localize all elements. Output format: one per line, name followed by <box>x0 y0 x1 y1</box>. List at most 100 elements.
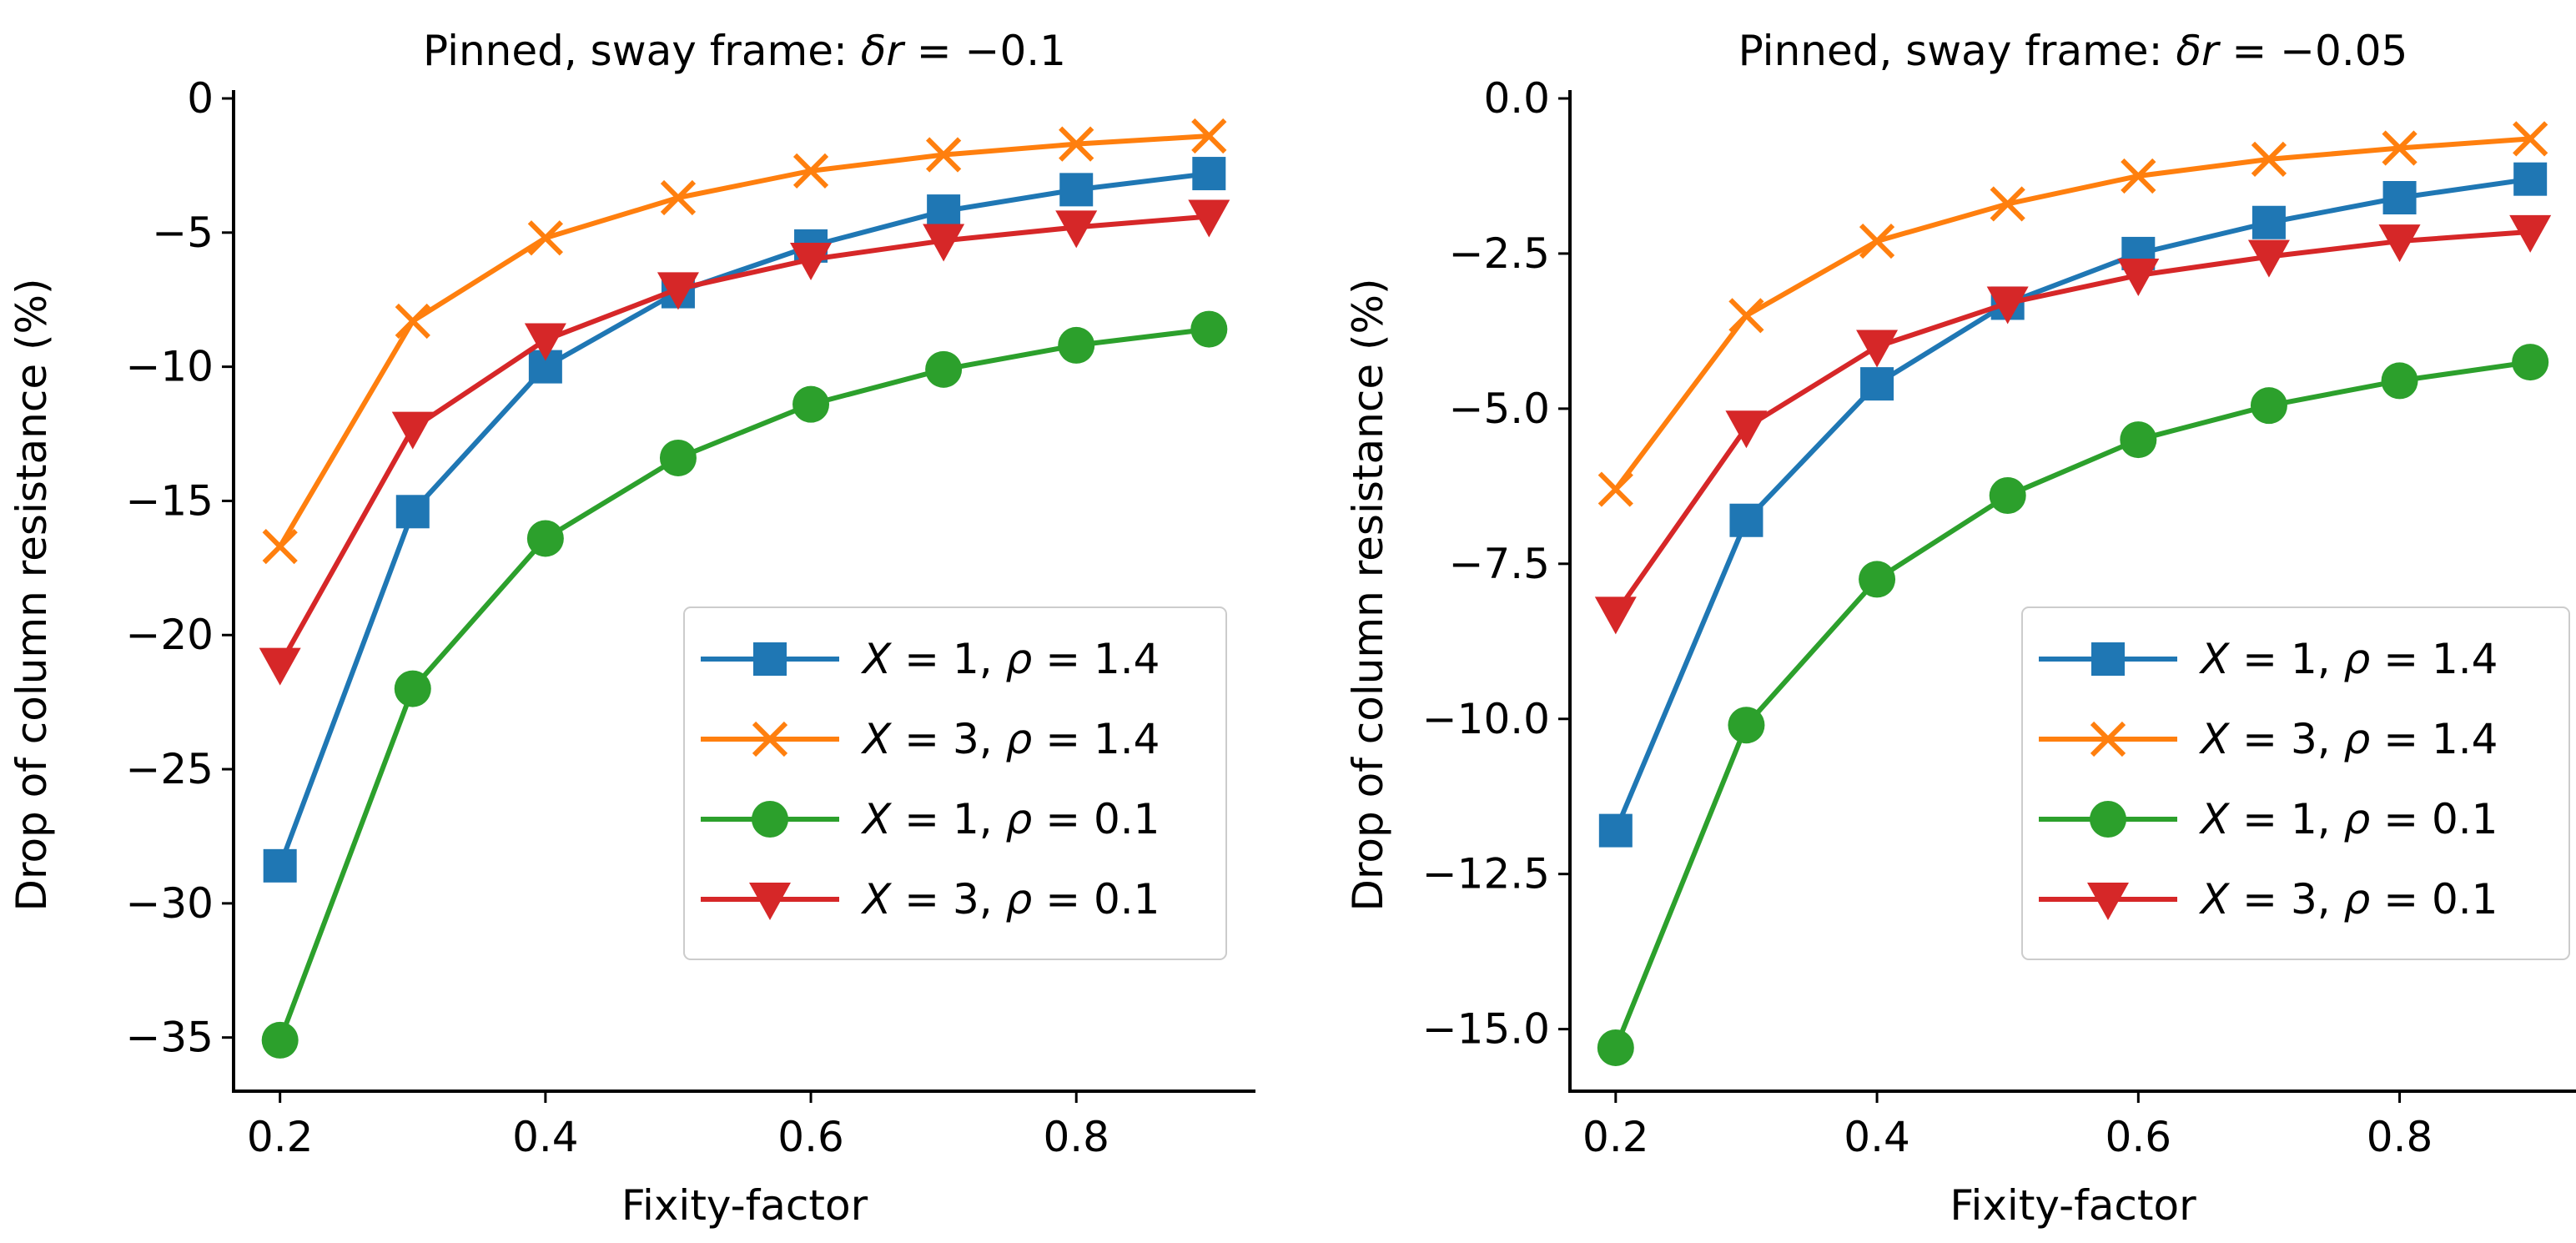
data-point <box>394 670 431 707</box>
legend-entry: X = 3, ρ = 1.4 <box>2039 715 2498 763</box>
legend-marker <box>753 642 787 676</box>
series-3 <box>261 310 1228 1059</box>
y-tick-label: −30 <box>125 879 214 928</box>
legend-entry: X = 3, ρ = 0.1 <box>2039 875 2498 923</box>
legend-entry: X = 3, ρ = 1.4 <box>701 715 1160 763</box>
data-point <box>1859 561 1896 598</box>
data-point <box>1191 118 1227 154</box>
data-point <box>2378 224 2421 263</box>
data-point <box>660 179 697 216</box>
data-point <box>925 350 963 388</box>
data-point <box>391 411 434 450</box>
y-tick-label: −10.0 <box>1422 695 1550 743</box>
series-line <box>278 214 1210 667</box>
data-point <box>792 153 829 189</box>
data-point <box>261 1021 299 1059</box>
data-point <box>2513 121 2548 157</box>
legend: X = 1, ρ = 1.4 X = 3, ρ = 1.4 X = 1, ρ = 0… <box>2021 606 2570 960</box>
data-point <box>395 495 430 529</box>
chart-panel-2: Pinned, sway frame: δr = −0.05 0.2 0.4 0.6 0… <box>1344 27 2576 1230</box>
data-point <box>2117 258 2160 296</box>
data-point <box>2509 214 2552 253</box>
legend-marker <box>749 883 791 920</box>
x-axis-label: Fixity-factor <box>621 1181 868 1230</box>
y-tick-label: −25 <box>125 745 214 793</box>
x-tick-label: 0.4 <box>1844 1113 1910 1161</box>
x-tick-label: 0.8 <box>1043 1113 1109 1161</box>
data-point <box>2251 141 2287 178</box>
y-tick-label: −15.0 <box>1422 1005 1550 1054</box>
series-3 <box>1597 344 2549 1066</box>
legend-entry: X = 1, ρ = 1.4 <box>2039 635 2498 683</box>
data-point <box>2382 181 2417 214</box>
legend-label: X = 3, ρ = 1.4 <box>2198 715 2498 763</box>
data-point <box>923 224 965 262</box>
legend-entry: X = 3, ρ = 0.1 <box>701 875 1160 923</box>
data-point <box>2381 362 2418 400</box>
data-point <box>1860 367 1894 401</box>
data-point <box>1989 477 2026 514</box>
legend-box <box>683 606 1227 960</box>
y-tick-label: −2.5 <box>1449 229 1550 278</box>
legend: X = 1, ρ = 1.4 X = 3, ρ = 1.4 X = 1, ρ = 0… <box>683 606 1227 960</box>
series-line <box>1613 136 2531 491</box>
data-point <box>1058 326 1095 364</box>
y-axis-label: Drop of column resistance (%) <box>1344 278 1392 911</box>
y-tick-label: −10 <box>125 343 214 391</box>
data-point <box>1728 298 1764 334</box>
data-point <box>2120 421 2157 459</box>
x-axis-label: Fixity-factor <box>1950 1181 2196 1230</box>
data-point <box>2247 239 2290 278</box>
data-point <box>526 520 564 557</box>
data-point <box>2513 162 2548 196</box>
series-4 <box>1594 214 2552 635</box>
data-point <box>395 303 430 340</box>
chart-title: Pinned, sway frame: δr = −0.05 <box>1738 27 2408 75</box>
y-tick-label: −5 <box>152 209 214 257</box>
series-line <box>278 133 1210 548</box>
chart-panel-1: Pinned, sway frame: δr = −0.1 0.2 0.4 0.6 0.… <box>8 27 1255 1230</box>
legend-label: X = 3, ρ = 0.1 <box>860 875 1160 923</box>
data-point <box>2382 130 2418 166</box>
data-point <box>1055 210 1098 249</box>
legend-marker <box>2090 721 2126 757</box>
legend-label: X = 3, ρ = 1.4 <box>860 715 1160 763</box>
data-point <box>1059 126 1094 162</box>
legend-entry: X = 1, ρ = 0.1 <box>701 795 1160 843</box>
series-line <box>1613 176 2531 832</box>
y-tick-label: −5.0 <box>1449 385 1550 433</box>
legend-label: X = 1, ρ = 0.1 <box>2198 795 2498 843</box>
series-2 <box>1597 121 2548 507</box>
series-2 <box>262 118 1227 565</box>
x-tick-label: 0.4 <box>512 1113 579 1161</box>
data-point <box>1059 173 1094 207</box>
y-axis-label: Drop of column resistance (%) <box>8 278 56 911</box>
y-tick-label: −7.5 <box>1449 540 1550 588</box>
data-point <box>1725 410 1768 449</box>
data-point <box>1729 503 1763 537</box>
x-tick-label: 0.6 <box>2106 1113 2172 1161</box>
data-point <box>1728 707 1765 744</box>
legend-marker <box>752 721 788 757</box>
legend-label: X = 1, ρ = 0.1 <box>860 795 1160 843</box>
series-line <box>1613 229 2531 616</box>
data-point <box>2512 344 2549 381</box>
y-tick-label: −12.5 <box>1422 850 1550 898</box>
data-point <box>2121 158 2156 194</box>
series-line <box>1613 360 2531 1049</box>
chart-title: Pinned, sway frame: δr = −0.1 <box>423 27 1066 75</box>
data-point <box>790 242 833 280</box>
y-tick-label: 0.0 <box>1483 74 1550 123</box>
data-point <box>527 220 563 256</box>
data-point <box>927 194 961 229</box>
data-point <box>1597 1029 1634 1066</box>
data-point <box>1859 223 1895 259</box>
data-point <box>524 323 566 361</box>
x-tick-label: 0.2 <box>1582 1113 1649 1161</box>
data-point <box>1986 286 2029 325</box>
y-tick-label: −15 <box>125 476 214 525</box>
legend-marker <box>2091 642 2125 676</box>
x-tick-label: 0.2 <box>247 1113 314 1161</box>
x-tick-label: 0.6 <box>777 1113 844 1161</box>
legend-box <box>2021 606 2570 960</box>
